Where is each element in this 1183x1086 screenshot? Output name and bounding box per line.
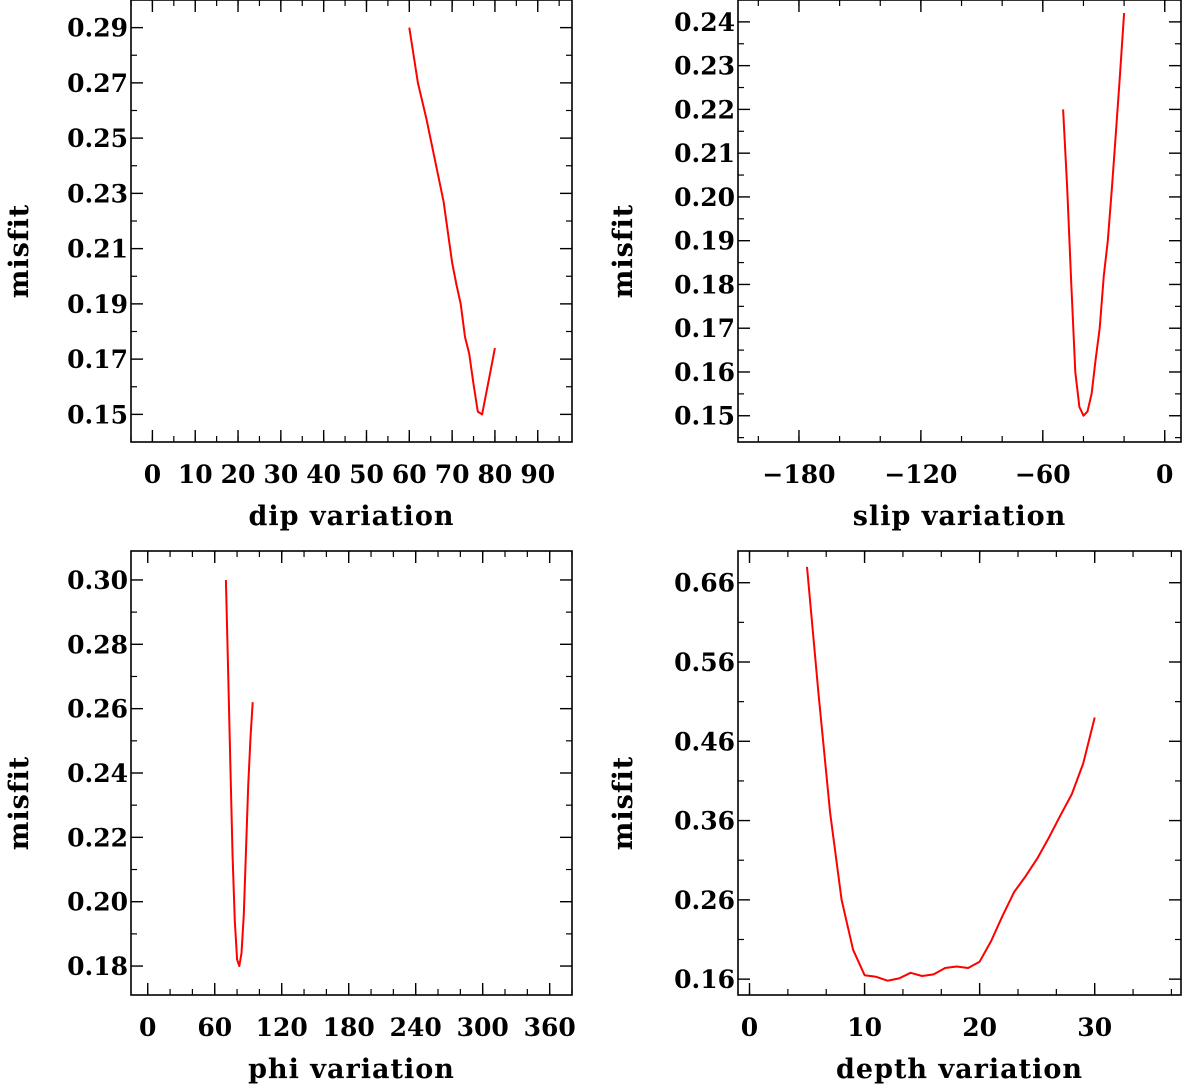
- x-tick-label: 70: [435, 460, 470, 489]
- x-tick-label: 240: [390, 1013, 442, 1042]
- y-tick-label: 0.23: [674, 52, 735, 81]
- y-tick-label: 0.26: [67, 695, 128, 724]
- x-tick-label: −180: [762, 460, 835, 489]
- x-tick-label: 120: [256, 1013, 308, 1042]
- y-tick-label: 0.18: [67, 952, 128, 981]
- x-tick-label: 0: [144, 460, 161, 489]
- x-tick-label: 10: [847, 1013, 882, 1042]
- x-tick-label: 60: [392, 460, 427, 489]
- plot-frame: [737, 0, 1182, 443]
- y-axis-title: misfit: [608, 204, 639, 298]
- x-axis-title: phi variation: [248, 1054, 455, 1085]
- y-tick-label: 0.66: [674, 569, 735, 598]
- panel-phi: 0.18 0.20 0.22 0.24 0.26 0.28 0.30 0 60 120 180 240…: [4, 550, 576, 1085]
- plot-frame: [737, 550, 1182, 996]
- x-tick-label: 90: [520, 460, 555, 489]
- y-tick-label: 0.21: [674, 139, 735, 168]
- x-tick-label: −120: [884, 460, 957, 489]
- x-tick-label: 10: [178, 460, 213, 489]
- x-tick-label: 360: [524, 1013, 576, 1042]
- misfit-series-line: [224, 579, 254, 967]
- plot-frame: [130, 0, 573, 443]
- x-tick-label: 0: [139, 1013, 156, 1042]
- y-tick-label: 0.15: [67, 400, 128, 429]
- y-tick-label: 0.24: [67, 759, 128, 788]
- misfit-series-line: [1062, 13, 1126, 417]
- y-tick-label: 0.18: [674, 270, 735, 299]
- x-tick-label: −60: [1015, 460, 1071, 489]
- x-tick-label: 0: [1156, 460, 1173, 489]
- x-tick-label: 30: [1077, 1013, 1112, 1042]
- y-axis-title: misfit: [608, 756, 639, 850]
- y-tick-label: 0.29: [67, 14, 128, 43]
- y-tick-label: 0.27: [67, 69, 128, 98]
- x-axis-title: slip variation: [853, 501, 1067, 532]
- y-tick-label: 0.21: [67, 235, 128, 264]
- misfit-series-line: [408, 27, 496, 416]
- y-tick-label: 0.28: [67, 630, 128, 659]
- y-tick-label: 0.19: [674, 227, 735, 256]
- y-tick-label: 0.17: [674, 314, 735, 343]
- y-tick-label: 0.15: [674, 402, 735, 431]
- y-axis-title: misfit: [4, 756, 35, 850]
- y-tick-label: 0.20: [674, 183, 735, 212]
- y-tick-label: 0.36: [674, 807, 735, 836]
- y-tick-label: 0.20: [67, 888, 128, 917]
- y-tick-label: 0.25: [67, 124, 128, 153]
- x-tick-label: 180: [323, 1013, 375, 1042]
- y-tick-label: 0.22: [67, 823, 128, 852]
- x-tick-label: 300: [457, 1013, 509, 1042]
- x-tick-label: 40: [306, 460, 341, 489]
- y-tick-label: 0.22: [674, 95, 735, 124]
- panel-depth: 0.16 0.26 0.36 0.46 0.56 0.66 0 10 20 30 depth var…: [608, 550, 1182, 1085]
- panel-slip: 0.15 0.16 0.17 0.18 0.19 0.20 0.21 0.22 0.23 0.24…: [608, 0, 1182, 532]
- y-tick-label: 0.30: [67, 566, 128, 595]
- x-axis-title: dip variation: [249, 501, 455, 532]
- panel-dip: 0.15 0.17 0.19 0.21 0.23 0.25 0.27 0.29 0 10 20 30 4…: [4, 0, 573, 532]
- x-tick-label: 30: [263, 460, 298, 489]
- x-tick-label: 20: [221, 460, 256, 489]
- y-tick-label: 0.23: [67, 179, 128, 208]
- x-tick-label: 50: [349, 460, 384, 489]
- y-tick-label: 0.56: [674, 648, 735, 677]
- y-tick-label: 0.46: [674, 727, 735, 756]
- x-axis-title: depth variation: [836, 1054, 1083, 1085]
- y-tick-label: 0.19: [67, 290, 128, 319]
- y-tick-label: 0.16: [674, 965, 735, 994]
- y-tick-label: 0.24: [674, 8, 735, 37]
- y-tick-label: 0.16: [674, 358, 735, 387]
- y-tick-label: 0.26: [674, 886, 735, 915]
- x-tick-label: 80: [478, 460, 513, 489]
- x-tick-label: 20: [962, 1013, 997, 1042]
- x-tick-label: 60: [197, 1013, 232, 1042]
- plot-frame: [130, 550, 573, 996]
- misfit-series-line: [806, 566, 1096, 982]
- y-axis-title: misfit: [4, 204, 35, 298]
- y-tick-label: 0.17: [67, 345, 128, 374]
- x-tick-label: 0: [741, 1013, 758, 1042]
